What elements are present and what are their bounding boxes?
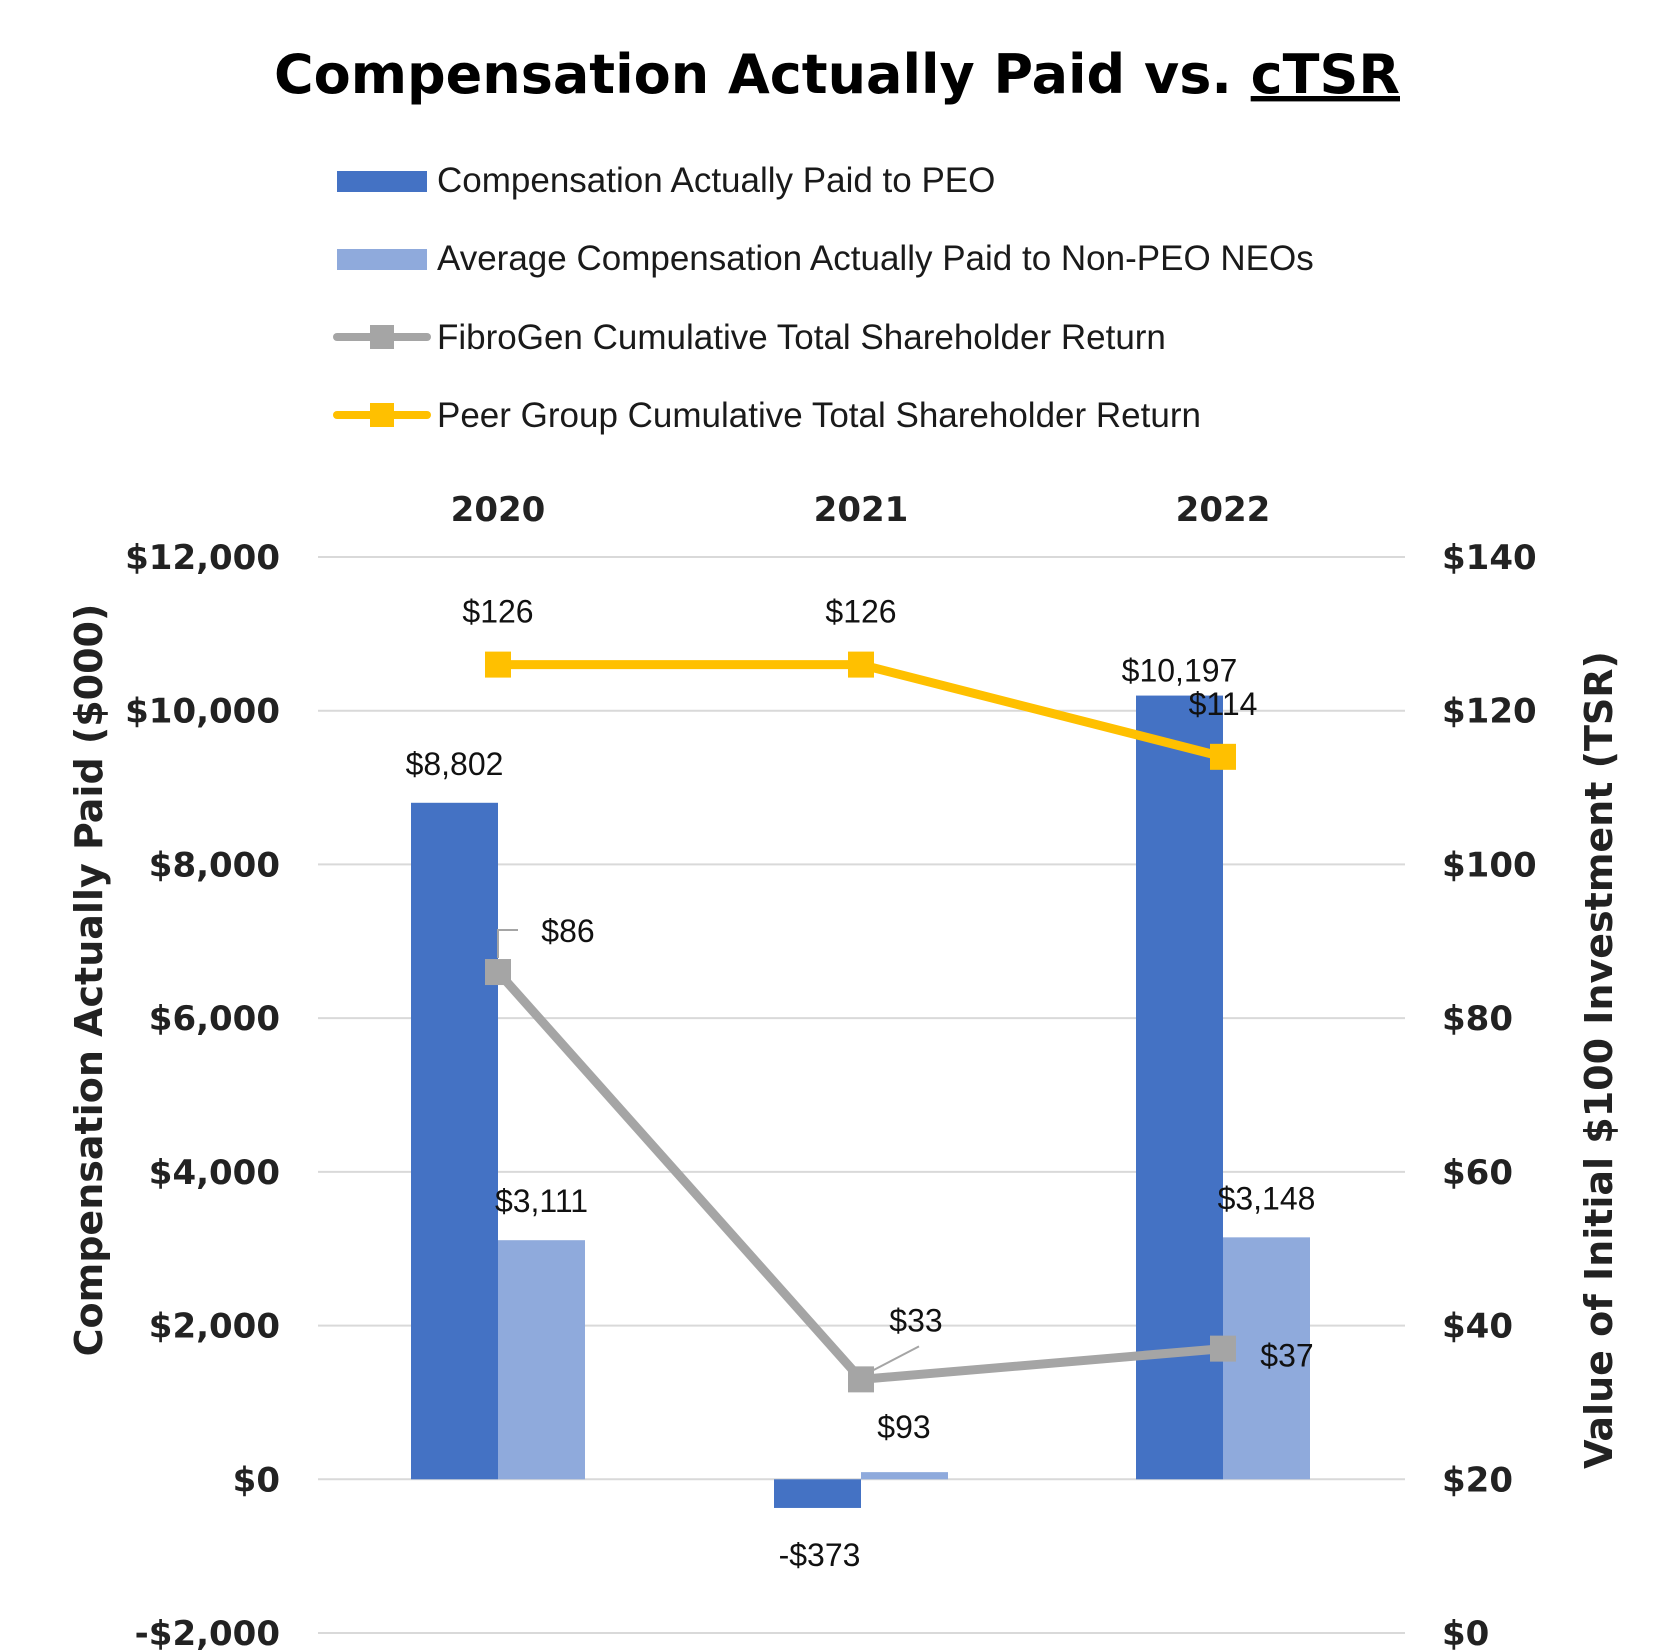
y-axis-title: Compensation Actually Paid ($000): [67, 604, 111, 1357]
y2-tick-label: $120: [1442, 692, 1537, 732]
y-tick-label: -$2,000: [135, 1614, 280, 1650]
y2-tick-label: $20: [1442, 1460, 1513, 1500]
legend-label-non-peo: Average Compensation Actually Paid to No…: [437, 239, 1314, 278]
legend-swatch-peo: [337, 171, 427, 192]
bar-peo: [774, 1479, 861, 1508]
bar-non-peo: [498, 1240, 585, 1480]
category-label: 2022: [1176, 490, 1271, 530]
y2-tick-label: $100: [1442, 845, 1537, 885]
legend-label-fibrogen: FibroGen Cumulative Total Shareholder Re…: [437, 318, 1166, 357]
legend-marker-fibrogen: [370, 325, 394, 349]
data-label-peer: $126: [462, 594, 533, 630]
y-tick-label: $6,000: [149, 999, 280, 1039]
y-tick-label: $4,000: [149, 1153, 280, 1193]
data-label-fibrogen: $37: [1260, 1338, 1313, 1374]
y-tick-label: $10,000: [125, 692, 280, 732]
bar-non-peo: [1223, 1237, 1310, 1480]
y-tick-label: $12,000: [125, 538, 280, 578]
chart-title-underlined: cTSR: [1251, 43, 1400, 106]
bars: [411, 695, 1310, 1508]
y-tick-label: $0: [233, 1460, 280, 1500]
marker-fibrogen: [485, 959, 511, 986]
y2-tick-label: $80: [1442, 999, 1513, 1039]
y-tick-label: $8,000: [149, 845, 280, 885]
y2-axis-title: Value of Initial $100 Investment (TSR): [1577, 651, 1621, 1469]
y2-tick-label: $140: [1442, 538, 1537, 578]
data-label-fibrogen: $86: [541, 913, 594, 949]
leader-line: [497, 929, 518, 959]
category-labels: 2020 2021 2022: [451, 490, 1271, 530]
category-label: 2020: [451, 490, 546, 530]
data-label-peo: $10,197: [1122, 653, 1238, 689]
y-tick-label: $2,000: [149, 1307, 280, 1347]
y2-tick-label: $0: [1442, 1614, 1489, 1650]
data-label-fibrogen: $33: [889, 1302, 942, 1338]
y2-tick-label: $60: [1442, 1153, 1513, 1193]
legend: Compensation Actually Paid to PEO Averag…: [333, 161, 1314, 435]
line-fibrogen: [494, 969, 1224, 1384]
data-label-peer: $126: [825, 594, 896, 630]
data-label-non-peo: $3,111: [495, 1183, 588, 1219]
axis-ticks: -$2,000 $0 $2,000 $4,000 $6,000 $8,000 $10,000…: [125, 538, 1537, 1650]
chart-title: Compensation Actually Paid vs. cTSR: [274, 43, 1400, 106]
bar-peo: [411, 802, 498, 1480]
data-label-peo: $8,802: [406, 746, 504, 782]
chart-title-main: Compensation Actually Paid vs.: [274, 43, 1251, 106]
legend-marker-peer: [370, 403, 394, 427]
marker-peer: [485, 651, 511, 678]
marker-fibrogen: [848, 1366, 874, 1393]
marker-peer: [1210, 743, 1236, 770]
legend-label-peo: Compensation Actually Paid to PEO: [437, 161, 995, 200]
data-label-peer: $114: [1189, 686, 1258, 722]
bar-peo: [1136, 695, 1223, 1480]
data-label-peo: -$373: [779, 1537, 861, 1573]
marker-fibrogen: [1210, 1335, 1236, 1362]
bar-non-peo: [861, 1472, 948, 1480]
marker-peer: [848, 651, 874, 678]
legend-swatch-non-peo: [337, 249, 427, 270]
y2-tick-label: $40: [1442, 1307, 1513, 1347]
category-label: 2021: [814, 490, 909, 530]
data-label-non-peo: $3,148: [1218, 1180, 1316, 1216]
data-labels: $8,802 -$373 $10,197 $3,111 $93 $3,148 $86 $33 $…: [406, 594, 1316, 1573]
lines: [485, 651, 1236, 1393]
leader-line: [870, 1345, 920, 1373]
legend-label-peer: Peer Group Cumulative Total Shareholder …: [437, 396, 1201, 435]
data-label-non-peo: $93: [877, 1409, 930, 1445]
